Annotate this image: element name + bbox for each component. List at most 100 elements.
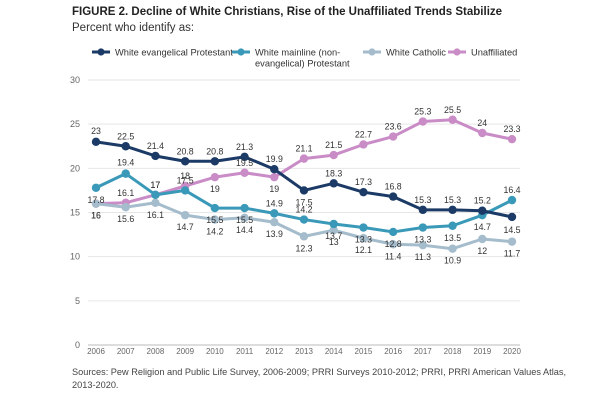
data-labels: 23 22.5 21.4 20.8 20.8 21.3 19.9 17.5 18.3 17.3 16… [87, 105, 520, 266]
data-label: 24 [477, 118, 487, 128]
series-white-mainline-non-evangelical-protestant [91, 169, 517, 237]
data-label: 14.2 [206, 227, 223, 237]
data-label: 21.1 [295, 144, 312, 154]
data-point [210, 203, 220, 213]
legend-label: Unaffiliated [471, 48, 517, 58]
data-label: 16 [91, 211, 101, 221]
data-label: 19.5 [236, 158, 253, 168]
y-tick-label: 30 [70, 75, 80, 85]
data-label: 19.4 [117, 158, 134, 168]
data-point [299, 154, 309, 163]
data-point [329, 179, 338, 188]
legend-item: White mainline (non-evangelical) Protest… [232, 48, 350, 69]
data-label: 15.5 [236, 215, 253, 225]
data-point [388, 240, 398, 249]
data-point [240, 213, 249, 222]
data-label: 15.2 [474, 196, 491, 206]
x-tick-label: 2016 [384, 347, 402, 356]
data-point [448, 244, 457, 253]
source-note: Sources: Pew Religion and Public Life Su… [72, 367, 566, 390]
line-chart: 0 5 10 15 20 25 30 2006 2007 2008 2009 2010 2011 201… [70, 48, 521, 357]
data-label: 11.4 [385, 251, 402, 261]
data-point [299, 215, 309, 224]
data-label: 17 [151, 180, 161, 190]
data-label: 11.3 [415, 252, 432, 262]
figure-subtitle: Percent who identify as: [72, 22, 195, 34]
data-point [448, 205, 457, 215]
legend-item: White Catholic [363, 48, 446, 58]
data-point [507, 134, 517, 144]
legend-swatch-marker [368, 48, 376, 56]
data-point [388, 227, 398, 237]
legend-item: Unaffiliated [448, 48, 517, 58]
data-point [299, 186, 309, 195]
data-point [151, 190, 160, 200]
x-tick-label: 2014 [325, 347, 343, 356]
series-white-catholic [91, 198, 517, 253]
data-label: 20.8 [206, 146, 223, 156]
x-tick-label: 2018 [444, 347, 462, 356]
data-label: 13 [329, 237, 339, 247]
data-point [329, 225, 338, 235]
data-point [359, 233, 368, 243]
data-point [210, 215, 220, 224]
data-label: 16 [91, 211, 101, 221]
x-tick-label: 2019 [473, 347, 491, 356]
data-label: 17.5 [295, 197, 312, 207]
y-tick-label: 15 [70, 208, 80, 218]
data-label: 15.3 [414, 195, 431, 205]
data-point [359, 223, 368, 232]
series-white-evangelical-protestant [91, 137, 517, 222]
data-point [270, 165, 279, 174]
data-label: 23.3 [503, 124, 520, 134]
data-point [180, 157, 190, 166]
x-tick-label: 2009 [176, 347, 194, 356]
data-point [507, 212, 517, 222]
data-point [91, 199, 101, 208]
data-label: 17 [151, 180, 161, 190]
data-label: 20.8 [177, 146, 194, 156]
data-label: 14.7 [474, 222, 491, 232]
data-label: 11.7 [504, 249, 521, 259]
data-label: 16.1 [147, 210, 164, 220]
data-label: 16.1 [117, 188, 134, 198]
data-point [240, 152, 249, 162]
data-label: 13.3 [414, 235, 431, 245]
data-label: 13.7 [325, 231, 342, 241]
data-point [210, 157, 220, 166]
data-label: 10.9 [444, 256, 461, 266]
legend-item: White evangelical Protestant [92, 48, 233, 58]
data-point [151, 151, 160, 161]
data-point [388, 132, 398, 141]
data-label: 12 [477, 246, 487, 256]
data-label: 14.2 [295, 205, 312, 215]
data-point [91, 137, 101, 147]
x-tick-label: 2013 [295, 347, 313, 356]
data-point [418, 117, 428, 126]
y-tick-label: 5 [75, 296, 80, 306]
y-tick-label: 20 [70, 163, 80, 173]
data-point [418, 240, 428, 250]
data-point [448, 221, 457, 230]
data-label: 25.3 [414, 107, 431, 117]
data-label: 25.5 [444, 105, 461, 115]
data-point [507, 195, 517, 205]
data-point [418, 223, 428, 232]
data-label: 14.7 [177, 222, 194, 232]
x-tick-label: 2007 [117, 347, 135, 356]
data-label: 23 [91, 126, 101, 136]
data-label: 21.4 [147, 141, 164, 151]
x-tick-label: 2020 [503, 347, 521, 356]
data-label: 19 [269, 184, 279, 194]
data-label: 13.3 [355, 235, 372, 245]
data-point [478, 128, 487, 138]
data-label: 16.4 [503, 185, 520, 195]
data-point [329, 219, 338, 229]
data-point [91, 183, 101, 192]
data-label: 13.5 [444, 233, 461, 243]
data-label: 17.5 [177, 175, 194, 185]
data-label: 22.5 [117, 131, 134, 141]
data-label: 19.9 [266, 154, 283, 164]
data-label: 22.7 [355, 129, 372, 139]
data-point [359, 140, 368, 149]
